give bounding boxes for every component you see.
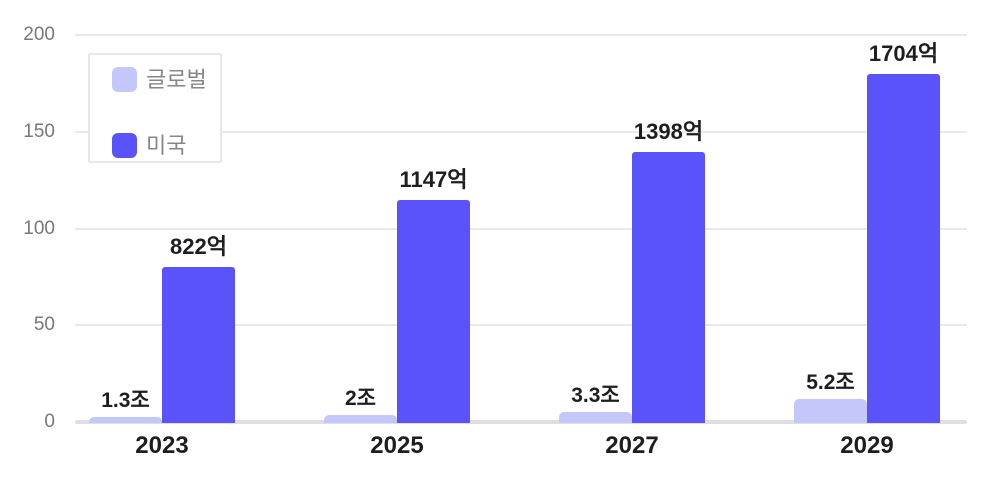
y-axis-tick-label: 50 xyxy=(33,314,55,336)
x-axis-label: 2029 xyxy=(840,432,894,459)
bar-global-2025 xyxy=(324,415,397,423)
y-axis-tick-label: 100 xyxy=(23,217,55,239)
x-axis-label: 2025 xyxy=(370,432,424,459)
bar-value-label: 1398억 xyxy=(633,119,704,145)
y-axis-tick-label: 0 xyxy=(44,411,55,432)
legend-swatch-us xyxy=(112,133,137,158)
bar-value-label: 3.3조 xyxy=(571,383,620,407)
x-axis-label: 2023 xyxy=(135,432,189,459)
legend-swatch-global xyxy=(112,67,137,92)
bar-us-2029 xyxy=(867,73,940,423)
bar-global-2023 xyxy=(89,417,162,423)
gridline xyxy=(75,34,967,36)
bar-global-2029 xyxy=(794,399,867,423)
bar-us-2023 xyxy=(162,267,235,423)
bar-value-label: 1147억 xyxy=(399,167,468,193)
bar-us-2027 xyxy=(632,152,705,423)
y-axis-tick-label: 200 xyxy=(23,24,55,45)
legend-label-us: 미국 xyxy=(146,133,187,158)
bar-value-label: 822억 xyxy=(170,234,227,260)
chart-legend: 글로벌 미국 xyxy=(88,53,222,163)
bar-value-label: 2조 xyxy=(345,387,376,411)
bar-value-label: 1704억 xyxy=(868,40,939,66)
y-axis-tick-label: 150 xyxy=(23,120,55,142)
bar-value-label: 1.3조 xyxy=(101,389,150,413)
gridline xyxy=(75,130,967,133)
x-axis-baseline xyxy=(75,420,967,424)
bar-value-label: 5.2조 xyxy=(806,371,855,395)
x-axis-label: 2027 xyxy=(605,432,659,459)
bar-us-2025 xyxy=(397,200,470,423)
legend-item-global[interactable]: 글로벌 xyxy=(90,67,220,93)
gridline xyxy=(75,324,967,327)
legend-item-us[interactable]: 미국 xyxy=(90,133,220,159)
legend-label-global: 글로벌 xyxy=(146,67,207,92)
bar-global-2027 xyxy=(559,411,632,423)
gridline xyxy=(75,227,967,230)
